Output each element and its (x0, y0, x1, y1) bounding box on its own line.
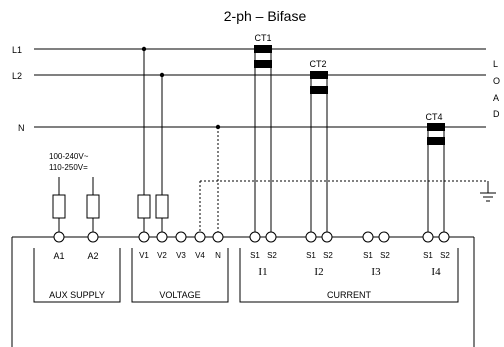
terminal-i2-s2 (321, 231, 333, 243)
channel-label-i2: I2 (314, 266, 323, 278)
voltage-bracket (131, 248, 229, 303)
terminal-label-s1: S1 (306, 251, 316, 260)
aux-supply-label: AUX SUPPLY (49, 290, 105, 300)
ct1-core-lower (254, 60, 272, 68)
terminal-n (212, 231, 224, 243)
junction-dot (159, 72, 165, 78)
terminal-i3-s2 (378, 231, 390, 243)
aux-range-dc: 110-250V= (49, 163, 88, 172)
terminals (53, 231, 450, 243)
terminal-label-v4: V4 (195, 251, 205, 260)
ct1-core-upper (254, 45, 272, 53)
junction-dot (141, 46, 147, 52)
terminal-labels: A1 A2 V1 V2 V3 V4 N S1 S2 S1 S2 S1 S2 S1… (53, 251, 450, 278)
load-label: L O A D (493, 59, 500, 119)
terminal-label-s2: S2 (323, 251, 333, 260)
terminal-v3 (175, 231, 187, 243)
terminal-label-s2: S2 (440, 251, 450, 260)
ground-icon (480, 181, 496, 202)
fuse-icon (86, 194, 100, 219)
ct4-core-lower (427, 137, 445, 145)
terminal-i4-s1 (422, 231, 434, 243)
dotted-wiring (199, 127, 488, 237)
aux-supply-bracket (33, 248, 121, 303)
terminal-i4-s2 (438, 231, 450, 243)
fuse-icon (137, 194, 151, 219)
terminal-i1-s2 (265, 231, 277, 243)
diagram-title: 2-ph – Bifase (224, 8, 307, 24)
load-letter: O (493, 76, 500, 86)
terminal-v4 (194, 231, 206, 243)
group-brackets (33, 248, 459, 303)
terminal-label-s1: S1 (423, 251, 433, 260)
terminal-a2 (87, 231, 99, 243)
line-n-label: N (18, 123, 25, 133)
fuses (52, 194, 169, 219)
aux-range-ac: 100-240V~ (49, 152, 89, 161)
terminal-v2 (156, 231, 168, 243)
terminal-label-v2: V2 (157, 251, 167, 260)
terminal-label-v1: V1 (139, 251, 149, 260)
ct2-core-upper (310, 71, 328, 79)
terminal-label-a2: A2 (87, 251, 98, 261)
voltage-group-label: VOLTAGE (159, 290, 200, 300)
terminal-i2-s1 (305, 231, 317, 243)
ct1-label: CT1 (254, 33, 271, 43)
ct2-label: CT2 (309, 59, 326, 69)
load-letter: D (493, 109, 500, 119)
line-l1-label: L1 (12, 45, 22, 55)
terminal-v1 (138, 231, 150, 243)
terminal-a1 (53, 231, 65, 243)
current-bracket (239, 248, 459, 303)
solid-wiring (58, 49, 445, 237)
terminal-label-s1: S1 (250, 251, 260, 260)
terminal-i3-s1 (362, 231, 374, 243)
fuse-icon (52, 194, 66, 219)
line-l2-label: L2 (12, 71, 22, 81)
terminal-label-n: N (215, 251, 221, 260)
fuse-icon (155, 194, 169, 219)
group-labels: AUX SUPPLY VOLTAGE CURRENT (49, 290, 371, 300)
terminal-label-s2: S2 (267, 251, 277, 260)
terminal-label-s1: S1 (363, 251, 373, 260)
ct2-core-lower (310, 86, 328, 94)
load-letter: A (493, 93, 499, 103)
channel-label-i4: I4 (431, 266, 441, 278)
channel-label-i1: I1 (258, 266, 267, 278)
terminal-label-a1: A1 (53, 251, 64, 261)
ct4-core-upper (427, 123, 445, 131)
channel-label-i3: I3 (371, 266, 381, 278)
load-letter: L (493, 59, 498, 69)
terminal-label-s2: S2 (380, 251, 390, 260)
junction-dots (141, 46, 221, 130)
ct4-label: CT4 (425, 112, 442, 122)
terminal-i1-s1 (249, 231, 261, 243)
terminal-label-v3: V3 (176, 251, 186, 260)
current-group-label: CURRENT (327, 290, 372, 300)
current-transformers (254, 45, 445, 145)
